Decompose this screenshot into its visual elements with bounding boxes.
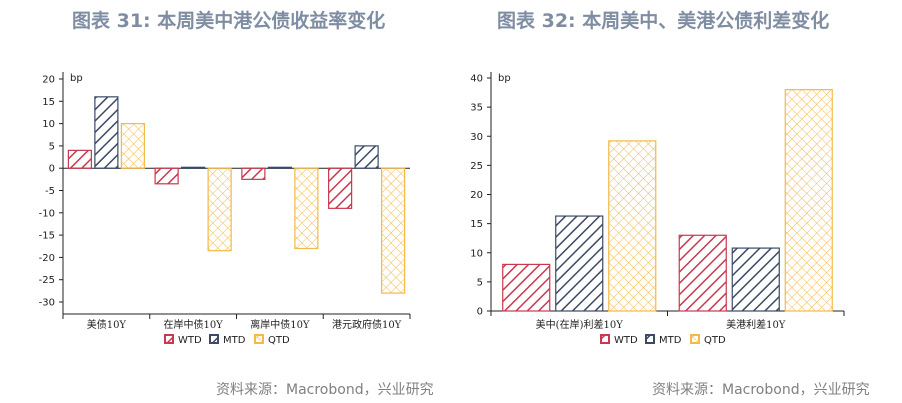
chart-32: 40 35 30 25 20 15 10 5 0 bp 美中(在岸)利差10Y 美港利差10Y WTD M… (470, 72, 845, 346)
right-bar-qtd-0 (608, 140, 657, 312)
right-y-tick-label: 5 (477, 277, 483, 288)
left-legend-label-qtd: QTD (268, 335, 290, 346)
right-category-label: 美港利差10Y (726, 318, 786, 331)
left-y-tick-label: 5 (49, 141, 55, 152)
left-bar-wtd-2 (241, 167, 266, 180)
left-y-tick-label: -20 (39, 253, 55, 264)
chart-31: 20 15 10 5 0 -5 -10 -15 -20 -25 -30 bp 美债10Y 在岸中债10Y 离… (39, 72, 411, 346)
left-y-tick-label: 20 (42, 75, 55, 86)
chart-31-title: 图表 31: 本周美中港公债收益率变化 (72, 10, 386, 32)
chart-32-title: 图表 32: 本周美中、美港公债利差变化 (497, 10, 830, 32)
left-category-label: 离岸中债10Y (250, 318, 310, 331)
right-bar-mtd-0 (555, 215, 604, 312)
left-legend-swatch-mtd (209, 334, 219, 344)
right-bar-qtd-1 (784, 89, 833, 312)
right-bar-mtd-1 (731, 247, 780, 312)
left-bar-mtd-1 (181, 166, 206, 169)
right-y-tick-label: 40 (470, 74, 483, 85)
right-category-label: 美中(在岸)利差10Y (536, 318, 624, 331)
left-bar-qtd-3 (381, 167, 406, 294)
left-bar-wtd-3 (328, 167, 353, 209)
left-y-tick-label: -25 (39, 275, 55, 286)
left-y-tick-label: 15 (42, 97, 55, 108)
right-y-tick-label: 20 (470, 190, 483, 201)
left-bar-qtd-2 (294, 167, 319, 250)
right-legend-swatch-wtd (600, 334, 610, 344)
right-y-tick-label: 15 (470, 219, 483, 230)
left-category-label: 在岸中债10Y (163, 318, 223, 331)
left-y-tick-label: 0 (49, 164, 55, 175)
left-bar-wtd-1 (154, 167, 179, 185)
right-y-tick-label: 0 (477, 307, 483, 318)
left-bar-qtd-1 (207, 167, 232, 252)
left-legend-label-wtd: WTD (178, 335, 202, 346)
right-legend-swatch-mtd (645, 334, 655, 344)
chart-32-source: 资料来源：Macrobond，兴业研究 (652, 382, 870, 398)
left-y-tick-label: -10 (39, 208, 55, 219)
right-y-tick-label: 25 (470, 161, 483, 172)
right-y-tick-label: 35 (470, 103, 483, 114)
right-y-tick-label: 10 (470, 248, 483, 259)
left-bar-mtd-3 (354, 145, 379, 169)
chart-31-source: 资料来源：Macrobond，兴业研究 (216, 382, 434, 398)
right-y-tick-label: 30 (470, 132, 483, 143)
left-y-tick-label: -5 (45, 186, 55, 197)
left-legend-label-mtd: MTD (223, 335, 246, 346)
right-legend-label-qtd: QTD (704, 335, 726, 346)
left-bar-qtd-0 (120, 122, 145, 169)
left-bar-mtd-0 (94, 96, 119, 169)
right-legend-label-wtd: WTD (614, 335, 638, 346)
left-unit-label: bp (70, 73, 83, 84)
left-category-label: 港元政府债10Y (332, 318, 402, 331)
left-y-tick-label: -15 (39, 231, 55, 242)
right-bar-wtd-1 (678, 234, 727, 312)
left-y-tick-label: -30 (39, 298, 55, 309)
right-bar-wtd-0 (502, 263, 551, 312)
left-legend-swatch-qtd (254, 334, 264, 344)
left-category-label: 美债10Y (87, 318, 127, 331)
left-legend-swatch-wtd (164, 334, 174, 344)
left-bar-mtd-2 (267, 166, 292, 169)
left-y-tick-label: 10 (42, 119, 55, 130)
right-unit-label: bp (498, 73, 511, 84)
right-legend-label-mtd: MTD (659, 335, 682, 346)
left-bar-wtd-0 (67, 149, 92, 169)
right-legend-swatch-qtd (690, 334, 700, 344)
